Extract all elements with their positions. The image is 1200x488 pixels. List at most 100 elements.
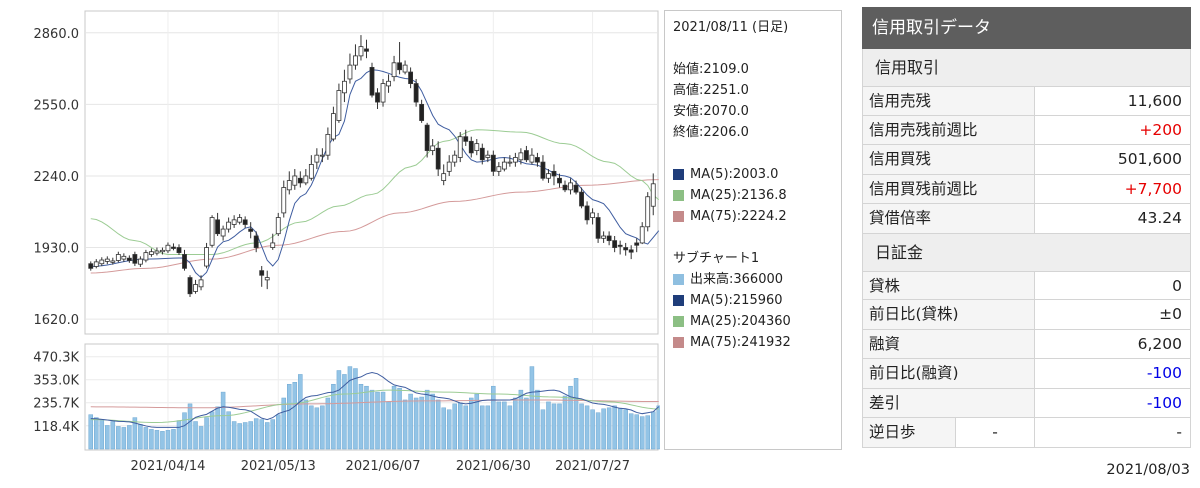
volume-bar (474, 393, 480, 450)
date-tick-label: 2021/06/30 (456, 459, 531, 474)
candle-body (342, 80, 347, 94)
candle-body (297, 177, 303, 184)
volume-bar (656, 405, 660, 450)
row-label: 信用売残前週比 (863, 115, 1035, 144)
candle-body (551, 170, 557, 177)
volume-bar (446, 409, 452, 450)
volume-bar (612, 405, 617, 450)
row-value: 0 (1172, 276, 1182, 295)
candle (99, 257, 105, 267)
table-row: 信用買残前週比 +7,700 (862, 174, 1191, 204)
volume-bar (419, 396, 424, 450)
candle (237, 214, 243, 225)
volume-bar (430, 393, 435, 450)
volume-bar (253, 418, 259, 450)
candle (110, 257, 116, 265)
volume-bar (457, 402, 463, 450)
volume-bar (386, 401, 391, 450)
volume-bar (380, 391, 386, 450)
volume-bar (325, 397, 331, 450)
candle-body (645, 196, 651, 228)
candle-body (573, 184, 579, 193)
candle (330, 106, 336, 142)
volume-bar (209, 411, 215, 450)
legend-swatch (673, 190, 684, 201)
volume-bar (292, 382, 298, 450)
candle-body (308, 164, 314, 179)
candle-body (88, 263, 94, 269)
candle (507, 155, 513, 167)
table-row: 差引 -100 (862, 388, 1191, 418)
volume-bar (408, 393, 413, 450)
volume-bar (524, 397, 529, 450)
table-row: 信用買残 501,600 (862, 145, 1191, 175)
price-chart-frame (84, 10, 659, 335)
candle (242, 216, 248, 228)
row-value: 501,600 (1117, 150, 1182, 168)
candle-body (430, 145, 436, 151)
candle (275, 212, 281, 237)
candle (375, 88, 380, 109)
volume-bar (606, 407, 612, 450)
volume-bar (480, 405, 485, 450)
candle (639, 222, 645, 245)
candle-body (485, 154, 491, 158)
candle (231, 215, 237, 228)
date-tick-label: 2021/06/07 (346, 459, 421, 474)
volume-bar (397, 387, 402, 450)
candle-body (557, 177, 562, 184)
candle (259, 266, 265, 287)
candle (518, 148, 524, 165)
volume-bar (220, 391, 226, 450)
candle (463, 129, 469, 146)
volume-bar (154, 430, 160, 450)
volume-bar (149, 429, 154, 450)
candle (154, 247, 160, 256)
candle-body (364, 48, 369, 52)
volume-bar (546, 401, 551, 450)
volume-bar (138, 424, 143, 450)
volume-bar (424, 389, 430, 450)
candle-body (435, 147, 441, 170)
volume-bar (215, 406, 220, 450)
volume-bar (248, 421, 253, 450)
candle (568, 178, 573, 195)
candle-body (270, 242, 276, 248)
candle (121, 253, 127, 262)
volume-bar (364, 385, 369, 450)
candle-body (639, 226, 645, 244)
candle-body (237, 217, 243, 223)
volume-tick-label: 118.4K (33, 420, 79, 435)
legend-high: 高値:2251.0 (673, 83, 749, 98)
candle (297, 171, 303, 188)
volume-bar (402, 399, 408, 450)
candle-body (402, 64, 408, 73)
row-mid-value: - (956, 418, 1035, 447)
volume-bar (94, 417, 99, 450)
candle-body (369, 67, 375, 96)
candle (143, 249, 149, 263)
row-value: 6,200 (1137, 334, 1182, 353)
section-shinyo: 信用取引 (862, 49, 1191, 86)
legend-close: 終値:2206.0 (673, 125, 749, 140)
date-tick-label: 2021/05/13 (241, 459, 316, 474)
legend-volume-label: 出来高:366000 (690, 272, 784, 287)
candle (386, 74, 391, 93)
volume-ma75-line (90, 399, 659, 409)
candle (524, 145, 529, 163)
candle (529, 148, 535, 165)
row-label: 逆日歩 (863, 418, 956, 447)
candle (606, 231, 612, 246)
candle (303, 169, 309, 186)
candle (193, 279, 198, 294)
candle (402, 60, 408, 75)
candle (430, 139, 436, 156)
volume-bar (650, 411, 656, 450)
candle-body (121, 255, 127, 260)
row-value: 43.24 (1137, 209, 1182, 227)
price-tick-label: 2860.0 (34, 27, 80, 42)
candle (457, 132, 463, 163)
candle (512, 152, 518, 167)
volume-bar (287, 383, 292, 450)
candle-body (325, 133, 331, 156)
